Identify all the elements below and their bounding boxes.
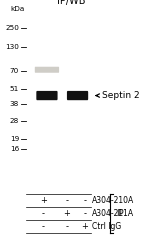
Text: Ctrl IgG: Ctrl IgG <box>92 222 121 231</box>
FancyBboxPatch shape <box>35 67 59 73</box>
Text: A304-210A: A304-210A <box>92 196 134 205</box>
Text: +: + <box>63 209 70 218</box>
Text: -: - <box>42 209 45 218</box>
Text: A304-211A: A304-211A <box>92 209 134 218</box>
Text: 38: 38 <box>10 101 19 107</box>
Text: -: - <box>83 196 86 205</box>
Text: 28: 28 <box>10 118 19 124</box>
FancyBboxPatch shape <box>67 91 88 100</box>
Text: Septin 2: Septin 2 <box>102 91 140 100</box>
Text: -: - <box>83 209 86 218</box>
FancyBboxPatch shape <box>36 91 58 100</box>
Text: IP/WB: IP/WB <box>57 0 86 6</box>
Text: 16: 16 <box>10 146 19 152</box>
Text: 70: 70 <box>10 68 19 74</box>
Text: 19: 19 <box>10 136 19 141</box>
Text: +: + <box>40 196 47 205</box>
Text: 130: 130 <box>5 43 19 49</box>
Text: IP: IP <box>116 209 123 218</box>
Text: +: + <box>81 222 88 231</box>
Text: -: - <box>65 196 68 205</box>
Text: kDa: kDa <box>10 6 24 12</box>
Text: -: - <box>42 222 45 231</box>
Text: 51: 51 <box>10 86 19 92</box>
Text: 250: 250 <box>5 25 19 31</box>
Text: -: - <box>65 222 68 231</box>
